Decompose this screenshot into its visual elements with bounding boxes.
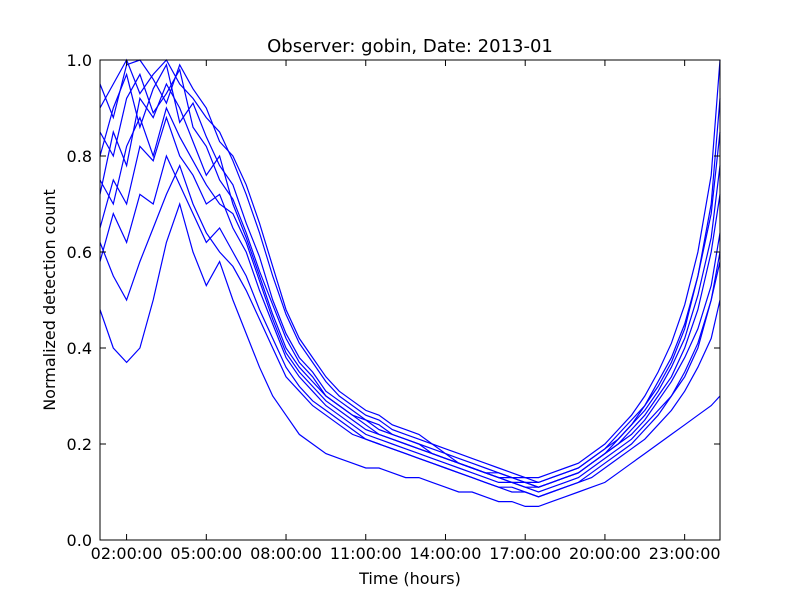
x-axis-label: Time (hours): [358, 569, 461, 588]
x-tick-label: 20:00:00: [569, 544, 641, 563]
x-tick-label: 11:00:00: [330, 544, 402, 563]
x-tick-label: 17:00:00: [489, 544, 561, 563]
series-line-9: [99, 59, 721, 479]
series-line-8: [99, 106, 721, 488]
x-tick-label: 23:00:00: [649, 544, 721, 563]
y-tick-label: 0.0: [67, 531, 92, 550]
series-line-10: [99, 163, 721, 498]
plot-area: [100, 60, 720, 540]
chart-title: Observer: gobin, Date: 2013-01: [267, 36, 553, 57]
y-axis-ticks: 0.0 0.2 0.4 0.6 0.8 1.0: [67, 51, 720, 550]
series-layer: [99, 58, 721, 507]
series-line-3: [99, 115, 721, 493]
y-tick-label: 0.2: [67, 435, 92, 454]
plot-frame: [99, 59, 721, 541]
y-tick-label: 0.6: [67, 243, 92, 262]
x-tick-label: 05:00:00: [170, 544, 242, 563]
x-tick-label: 02:00:00: [91, 544, 163, 563]
y-axis-label: Normalized detection count: [40, 189, 59, 411]
series-line-7: [99, 201, 721, 507]
x-axis-ticks: 02:00:00 05:00:00 08:00:00 11:00:00 14:00:00…: [91, 60, 721, 563]
y-tick-label: 0.4: [67, 339, 92, 358]
series-line-6: [99, 67, 721, 488]
x-tick-label: 14:00:00: [410, 544, 482, 563]
y-tick-label: 1.0: [67, 51, 92, 70]
y-tick-label: 0.8: [67, 147, 92, 166]
x-tick-label: 08:00:00: [250, 544, 322, 563]
